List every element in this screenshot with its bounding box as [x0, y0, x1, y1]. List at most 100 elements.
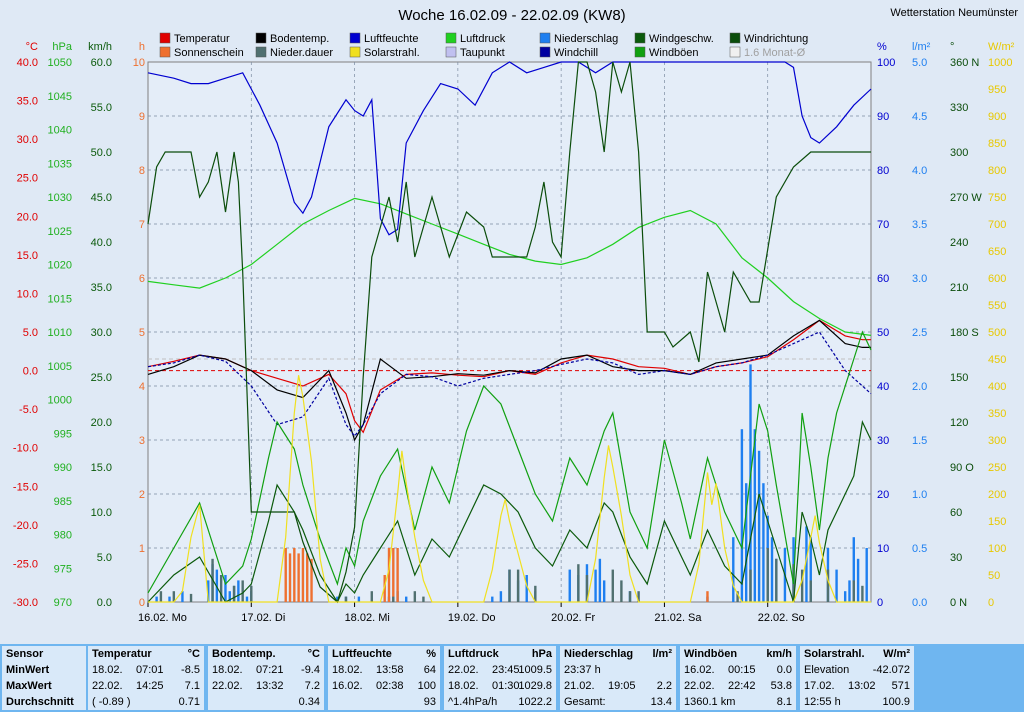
series-line	[147, 61, 871, 604]
bar	[250, 585, 253, 602]
sun-axis-tick: 7	[139, 219, 145, 231]
bar	[499, 591, 503, 602]
bar	[585, 575, 589, 602]
stats-cell: 22.02.	[92, 680, 123, 692]
bar	[856, 558, 860, 602]
rain-axis-tick: 1.0	[912, 489, 927, 501]
stats-cell: 1360.1 km	[684, 696, 736, 708]
series-line	[148, 375, 871, 603]
stats-cell: 100.9	[882, 696, 910, 708]
solar-axis-tick: 700	[988, 219, 1006, 231]
solar-axis-tick: 250	[988, 462, 1006, 474]
stats-cell: 1009.5	[518, 664, 552, 676]
stats-cell: 18.02.	[212, 664, 243, 676]
sun-axis-tick: 1	[139, 543, 145, 555]
stats-unit: °C	[307, 648, 320, 660]
stats-cell: 13:02	[848, 680, 876, 692]
bar	[732, 537, 735, 602]
stats-header: Windböen km/h	[684, 648, 792, 660]
stats-cell: 21.02.	[564, 680, 595, 692]
legend-item: Solarstrahl.	[349, 46, 420, 59]
bar	[611, 569, 614, 602]
sun-axis-tick: 0	[139, 597, 145, 609]
dir-axis-tick: 180 S	[950, 327, 979, 339]
sun-axis-tick: 5	[139, 327, 145, 339]
stats-cell: 7.1	[184, 680, 200, 692]
stats-cell: -42.072	[872, 664, 910, 676]
stats-cell: 14:25	[136, 680, 164, 692]
stats-cell: 13.4	[650, 696, 672, 708]
stats-row: 18.02. 01:30 1029.8	[448, 678, 552, 694]
stats-cell: 18.02.	[448, 680, 479, 692]
stats-unit: hPa	[531, 648, 552, 660]
legend-swatch	[539, 46, 551, 58]
bar	[775, 558, 778, 602]
bar	[155, 596, 158, 602]
stats-row: 21.02. 19:05 2.2	[564, 678, 672, 694]
series-line	[147, 420, 872, 604]
wind-axis-tick: 55.0	[91, 102, 112, 114]
stats-unit: W/m²	[883, 648, 910, 660]
solar-axis-tick: 350	[988, 408, 1006, 420]
solar-axis-tick: 950	[988, 84, 1006, 96]
series-line	[147, 331, 872, 438]
bar	[749, 569, 752, 602]
bar	[241, 580, 244, 602]
bar	[387, 548, 391, 602]
legend-item: Nieder.dauer	[255, 46, 333, 59]
bar	[706, 591, 709, 602]
legend-swatch	[445, 32, 457, 44]
stats-row: MinWert	[6, 662, 82, 678]
legend-item: Bodentemp.	[255, 32, 329, 45]
day-tick: 21.02. Sa	[654, 612, 702, 624]
stats-table: Sensor MinWert MaxWert Durchschnitt Temperat…	[0, 644, 1024, 712]
press-axis-tick: 1005	[48, 361, 72, 373]
stats-cell: 18.02.	[332, 664, 363, 676]
bar	[189, 593, 193, 602]
stats-row: 18.02. 07:21 -9.4	[212, 662, 320, 678]
stats-row: 1360.1 km 8.1	[684, 694, 792, 710]
bar	[865, 548, 868, 602]
press-axis-tick: 1045	[48, 91, 72, 103]
stats-column: Sensor MinWert MaxWert Durchschnitt	[2, 646, 86, 710]
stats-column: Niederschlag l/m² 23:37 h 21.02. 19:05 2.2 Ges…	[560, 646, 676, 710]
bar	[516, 569, 520, 602]
solar-axis-tick: 500	[988, 327, 1006, 339]
bar	[392, 548, 395, 602]
legend-label: Taupunkt	[460, 47, 505, 59]
stats-header: Luftfeuchte%	[332, 648, 436, 660]
stats-cell: Gesamt:	[564, 696, 606, 708]
legend-label: Bodentemp.	[270, 33, 329, 45]
press-axis-tick: 1030	[48, 192, 72, 204]
legend-swatch	[255, 46, 267, 58]
axes: 40.035.030.025.020.015.010.05.00.0-5.0-1…	[13, 41, 1015, 624]
dir-axis-tick: 270 W	[950, 192, 982, 204]
stats-cell: -8.5	[181, 664, 200, 676]
stats-column: Luftdruck hPa 22.02. 23:45 1009.5 18.02. 01:30…	[444, 646, 556, 710]
dir-axis-tick: 210	[950, 282, 968, 294]
dir-axis-tick: 150	[950, 372, 968, 384]
chart-title: Woche 16.02.09 - 22.02.09 (KW8)	[398, 7, 625, 24]
press-axis-unit: hPa	[52, 41, 72, 53]
bar	[637, 591, 640, 602]
bar	[357, 596, 361, 602]
stats-cell: MaxWert	[6, 680, 52, 692]
rain-axis-tick: 0.0	[912, 597, 927, 609]
series-line	[147, 61, 872, 236]
rain-axis-tick: 4.0	[912, 165, 927, 177]
stats-cell: 02:38	[376, 680, 404, 692]
rain-axis-tick: 3.0	[912, 273, 927, 285]
solar-axis-tick: 300	[988, 435, 1006, 447]
bar	[736, 591, 739, 602]
wind-axis-tick: 15.0	[91, 462, 112, 474]
stats-header: Sensor	[6, 648, 44, 660]
series-line	[147, 319, 871, 442]
temp-axis-tick: -5.0	[19, 404, 38, 416]
solar-axis-tick: 50	[988, 570, 1000, 582]
legend-label: Solarstrahl.	[364, 47, 420, 59]
legend-label: Nieder.dauer	[270, 47, 333, 59]
rain-axis-tick: 4.5	[912, 111, 927, 123]
dir-axis-tick: 0 N	[950, 597, 967, 609]
legend-item: Luftdruck	[445, 32, 506, 45]
sun-axis-tick: 9	[139, 111, 145, 123]
